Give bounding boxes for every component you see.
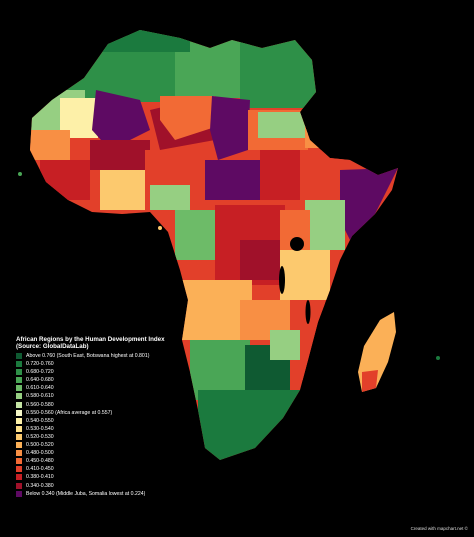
region-gabon (175, 210, 215, 260)
legend-item: 0.530-0.540 (16, 425, 166, 432)
legend-label: 0.720-0.760 (26, 361, 54, 368)
region-drc-east (240, 240, 280, 280)
legend-item: 0.480-0.500 (16, 450, 166, 457)
legend-item: 0.580-0.610 (16, 393, 166, 400)
region-maghreb-coast (80, 30, 190, 52)
region-guinea (40, 160, 90, 200)
legend-swatch (16, 401, 22, 408)
legend-item: 0.610-0.640 (16, 385, 166, 392)
legend-label: Below 0.340 (Middle Juba, Somalia lowest… (26, 490, 146, 497)
legend-item: 0.540-0.550 (16, 417, 166, 424)
region-ghana (100, 170, 145, 210)
legend-label: 0.410-0.450 (26, 466, 54, 473)
legend-label: 0.520-0.530 (26, 433, 54, 440)
legend-item: 0.680-0.720 (16, 369, 166, 376)
legend-label: 0.640-0.680 (26, 377, 54, 384)
legend-item: 0.410-0.450 (16, 466, 166, 473)
region-chad (210, 96, 250, 160)
legend-item: 0.380-0.410 (16, 474, 166, 481)
region-burkina (90, 140, 150, 170)
legend-swatch (16, 474, 22, 481)
region-car (205, 160, 265, 200)
legend-swatch (16, 393, 22, 400)
legend-swatch (16, 458, 22, 465)
lake-victoria (290, 237, 304, 251)
legend-swatch (16, 433, 22, 440)
region-kenya (305, 200, 345, 250)
island-1 (158, 226, 162, 230)
legend-item: 0.640-0.680 (16, 377, 166, 384)
legend-swatch (16, 490, 22, 497)
lake-malawi (305, 300, 311, 324)
legend-label: 0.610-0.640 (26, 385, 54, 392)
legend-swatch (16, 409, 22, 416)
legend-item: 0.500-0.520 (16, 442, 166, 449)
legend-item: 0.720-0.760 (16, 361, 166, 368)
region-south-africa (198, 390, 308, 460)
legend-label: 0.340-0.380 (26, 482, 54, 489)
legend-label: 0.380-0.410 (26, 474, 54, 481)
region-egypt-south (258, 112, 308, 138)
legend-swatch (16, 425, 22, 432)
legend-swatch (16, 482, 22, 489)
legend-title: African Regions by the Human Development… (16, 336, 165, 350)
region-senegal (30, 130, 70, 160)
legend-swatch (16, 385, 22, 392)
legend-label: 0.500-0.520 (26, 442, 54, 449)
region-zimbabwe (270, 330, 300, 360)
legend-item: 0.340-0.380 (16, 482, 166, 489)
island-2 (18, 172, 22, 176)
island-3 (436, 356, 440, 360)
region-nigeria-south (150, 185, 190, 210)
legend-item: 0.560-0.580 (16, 401, 166, 408)
legend-label: 0.580-0.610 (26, 393, 54, 400)
legend-label: Above 0.760 (South East, Botswana highes… (26, 353, 150, 359)
legend: African Regions by the Human Development… (16, 336, 166, 499)
legend-label: 0.450-0.480 (26, 458, 54, 465)
legend-label: 0.480-0.500 (26, 450, 54, 457)
credit-text: Created with mapchart.net © (410, 526, 468, 531)
legend-swatch (16, 353, 22, 359)
legend-label: 0.560-0.580 (26, 401, 54, 408)
region-north-east (240, 38, 320, 108)
legend-swatch (16, 369, 22, 376)
legend-swatch (16, 450, 22, 457)
legend-label: 0.550-0.560 (Africa average at 0.557) (26, 409, 113, 416)
legend-item: Above 0.760 (South East, Botswana highes… (16, 353, 166, 359)
lake-tanganyika (279, 266, 285, 294)
region-south-sudan (260, 150, 305, 200)
legend-item: 0.450-0.480 (16, 458, 166, 465)
legend-item: 0.520-0.530 (16, 433, 166, 440)
region-somalia (340, 168, 398, 240)
legend-item: Below 0.340 (Middle Juba, Somalia lowest… (16, 490, 166, 497)
legend-swatch (16, 377, 22, 384)
legend-label: 0.680-0.720 (26, 369, 54, 376)
madagascar-south (362, 370, 378, 392)
region-mali-north (92, 90, 150, 150)
legend-swatch (16, 442, 22, 449)
region-tanzania (280, 250, 330, 300)
region-eritrea (305, 118, 345, 148)
legend-label: 0.530-0.540 (26, 425, 54, 432)
legend-item: 0.550-0.560 (Africa average at 0.557) (16, 409, 166, 416)
legend-swatch (16, 361, 22, 368)
region-libya-south (160, 96, 215, 140)
legend-swatch (16, 466, 22, 473)
legend-swatch (16, 417, 22, 424)
legend-label: 0.540-0.550 (26, 417, 54, 424)
